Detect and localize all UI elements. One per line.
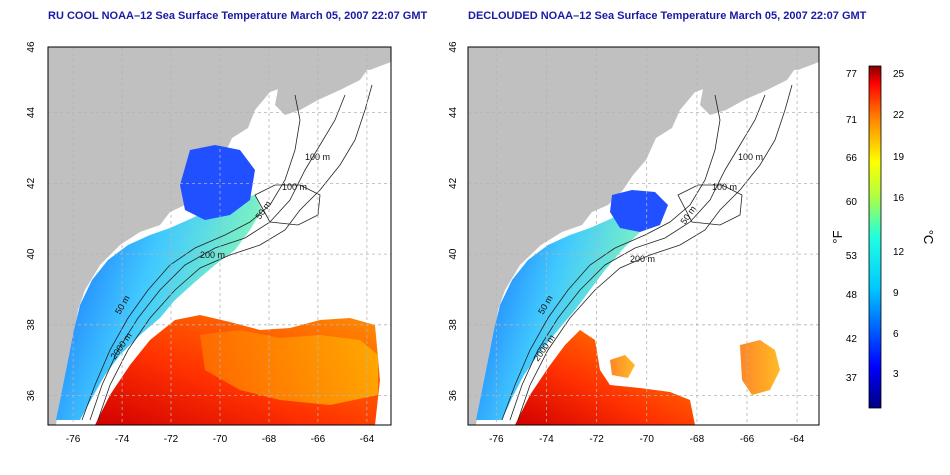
x-tick-label: -74 <box>539 434 554 445</box>
celsius-tick: 6 <box>893 329 899 340</box>
x-tick-label: -64 <box>790 434 805 445</box>
celsius-tick: 19 <box>893 152 905 163</box>
fahrenheit-tick: 71 <box>846 115 858 126</box>
y-tick-label: 42 <box>26 177 37 189</box>
x-tick-label: -72 <box>164 434 179 445</box>
y-tick-label: 36 <box>26 390 37 402</box>
y-tick-label: 36 <box>448 390 459 402</box>
celsius-unit-label: °C <box>921 230 936 245</box>
nova-scotia <box>275 64 370 115</box>
warm-patches <box>740 340 780 395</box>
gulf-of-maine-patches <box>180 145 255 220</box>
celsius-tick: 25 <box>893 69 905 80</box>
celsius-tick: 12 <box>893 247 905 258</box>
isobath-200m <box>517 84 793 421</box>
celsius-tick: 9 <box>893 288 899 299</box>
x-tick-label: -74 <box>115 434 130 445</box>
y-tick-label: 42 <box>448 177 459 189</box>
x-tick-label: -66 <box>311 434 326 445</box>
fahrenheit-tick: 42 <box>846 334 858 345</box>
gulf-of-maine-patches <box>610 190 668 232</box>
x-tick-label: -68 <box>262 434 277 445</box>
fahrenheit-tick: 77 <box>846 69 858 80</box>
warm-patches <box>610 355 635 378</box>
fahrenheit-tick: 48 <box>846 290 858 301</box>
map-frame <box>47 46 392 426</box>
map-frame <box>467 46 820 426</box>
y-tick-label: 44 <box>448 107 459 119</box>
x-tick-label: -70 <box>639 434 654 445</box>
contour-label: 200 m <box>630 254 655 264</box>
y-tick-label: 40 <box>26 248 37 260</box>
temperature-colorbar: 77 71 66 60 53 48 42 37 25 22 19 16 12 9… <box>830 65 936 409</box>
celsius-tick: 3 <box>893 369 899 380</box>
isobath-50m <box>81 94 301 421</box>
y-tick-label: 46 <box>26 41 37 53</box>
left-map-title: RU COOL NOAA–12 Sea Surface Temperature … <box>48 10 428 22</box>
isobath-200m <box>97 84 373 421</box>
y-tick-label: 40 <box>448 248 459 260</box>
contour-label: 200 m <box>200 250 225 260</box>
y-tick-label: 44 <box>26 107 37 119</box>
x-tick-label: -68 <box>690 434 705 445</box>
x-tick-label: -64 <box>360 434 375 445</box>
contour-label: 100 m <box>305 152 330 162</box>
fahrenheit-tick: 60 <box>846 197 858 208</box>
land-mass <box>48 47 391 425</box>
x-tick-label: -70 <box>213 434 228 445</box>
right-map-title: DECLOUDED NOAA–12 Sea Surface Temperatur… <box>468 10 867 22</box>
y-tick-label: 38 <box>448 319 459 331</box>
celsius-tick: 16 <box>893 193 905 204</box>
contour-label: 100 m <box>282 182 307 192</box>
land-mass <box>468 47 819 425</box>
contour-label: 100 m <box>712 182 737 192</box>
left-map: 100 m 100 m 50 m 200 m 50 m 2000 m -76 -… <box>26 41 392 445</box>
right-map: 100 m 100 m 50 m 200 m 50 m 2000 m -76 -… <box>448 41 820 445</box>
fahrenheit-tick: 53 <box>846 251 858 262</box>
y-tick-label: 38 <box>26 319 37 331</box>
contour-label: 100 m <box>738 152 763 162</box>
x-tick-label: -76 <box>66 434 81 445</box>
fahrenheit-tick: 66 <box>846 153 858 164</box>
nova-scotia <box>700 64 797 115</box>
gulf-stream <box>515 330 695 425</box>
y-tick-label: 46 <box>448 41 459 53</box>
isobath-100m <box>509 94 766 421</box>
fahrenheit-unit-label: °F <box>830 230 845 243</box>
x-tick-label: -72 <box>589 434 604 445</box>
x-tick-label: -66 <box>740 434 755 445</box>
isobath-georges <box>254 184 321 226</box>
cloud-mask-left <box>210 270 370 312</box>
warm-patches <box>200 330 378 405</box>
fahrenheit-tick: 37 <box>846 373 858 384</box>
x-tick-label: -76 <box>489 434 504 445</box>
isobath-50m <box>501 94 721 421</box>
celsius-tick: 22 <box>893 110 905 121</box>
colorbar-gradient <box>868 65 882 409</box>
